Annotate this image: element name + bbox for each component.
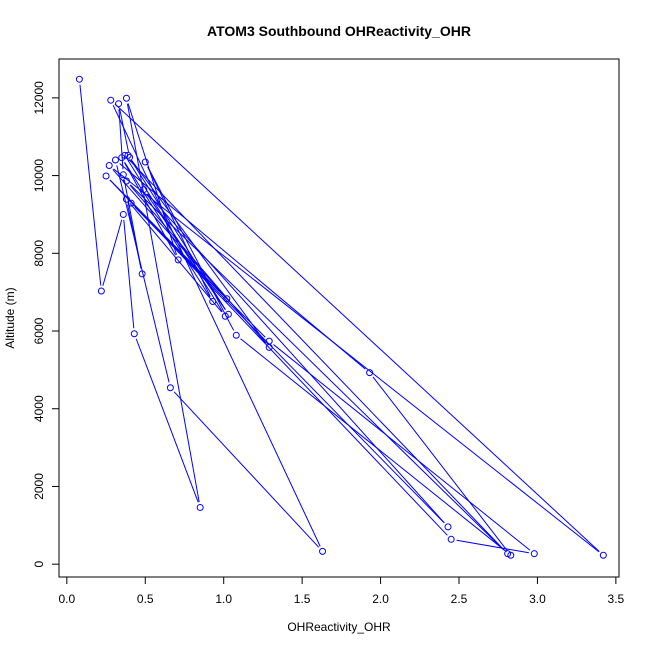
y-tick-label: 4000 [32,395,46,422]
data-point [530,550,538,558]
data-point [223,295,231,303]
data-point [121,151,129,159]
series-layer [75,75,607,559]
series-segment [118,109,124,170]
data-point [140,186,148,194]
series-segment [124,162,211,298]
data-point [265,343,273,351]
series-segment [123,219,135,329]
data-point [115,100,123,108]
data-point [166,384,174,392]
series-segment [116,165,170,383]
data-point [366,369,374,377]
series-segment [79,84,102,286]
plot-frame [58,58,620,578]
y-axis: 0 2000 4000 6000 8000 10000 12000 [32,81,60,568]
series-segment [134,206,445,524]
data-point [196,503,204,511]
series-segment [113,168,600,553]
data-point [107,96,115,104]
series-segment [128,158,505,551]
data-point [599,551,607,559]
x-axis: 0.0 0.5 1.0 1.5 2.0 2.5 3.0 3.5 [58,576,625,606]
series-segment [123,180,142,269]
data-point [127,199,135,207]
x-tick-label: 1.5 [294,592,311,606]
data-point [504,550,512,558]
series-segment [130,159,226,310]
y-tick-label: 0 [32,561,46,568]
y-tick-label: 6000 [32,317,46,344]
x-tick-label: 2.0 [372,592,389,606]
data-point [444,523,452,531]
series-segment [129,184,266,344]
series-segment [273,344,531,551]
y-tick-label: 8000 [32,240,46,267]
x-tick-label: 1.0 [215,592,232,606]
y-axis-label: Altitude (m) [3,287,17,348]
data-point [265,337,273,345]
x-tick-label: 3.0 [529,592,546,606]
data-point [124,151,132,159]
x-axis-label: OHReactivity_OHR [287,620,391,634]
data-point [126,153,134,161]
series-segment [135,338,199,503]
data-point [119,171,127,179]
data-point [221,312,229,320]
x-tick-label: 0.5 [137,592,154,606]
data-point [119,210,127,218]
data-point [174,256,182,264]
y-tick-label: 12000 [32,81,46,115]
series-segment [119,108,129,153]
x-tick-label: 3.5 [608,592,625,606]
y-tick-label: 2000 [32,473,46,500]
data-point [97,287,105,295]
series-segment [112,169,224,295]
series-segment [173,391,320,548]
chart-title: ATOM3 Southbound OHReactivity_OHR [207,23,471,39]
data-point [130,330,138,338]
data-point [319,547,327,555]
data-point [138,270,146,278]
data-point [102,172,110,180]
x-tick-label: 0.0 [58,592,75,606]
series-segment [130,184,505,551]
series-segment [456,539,529,554]
data-point [209,297,217,305]
data-point [111,156,119,164]
y-tick-label: 10000 [32,159,46,193]
data-point [447,535,455,543]
data-point [122,177,130,185]
data-point [232,331,240,339]
series-segment [114,103,600,552]
series-segment [102,219,123,286]
x-tick-label: 2.5 [451,592,468,606]
series-segment [127,159,223,312]
data-point [122,94,130,102]
data-point [75,75,83,83]
data-point [105,161,113,169]
series-segment [372,376,508,552]
data-point [122,195,130,203]
series-segment [240,338,507,553]
series-segment [126,103,200,503]
series-segment [146,193,226,311]
data-point [141,158,149,166]
